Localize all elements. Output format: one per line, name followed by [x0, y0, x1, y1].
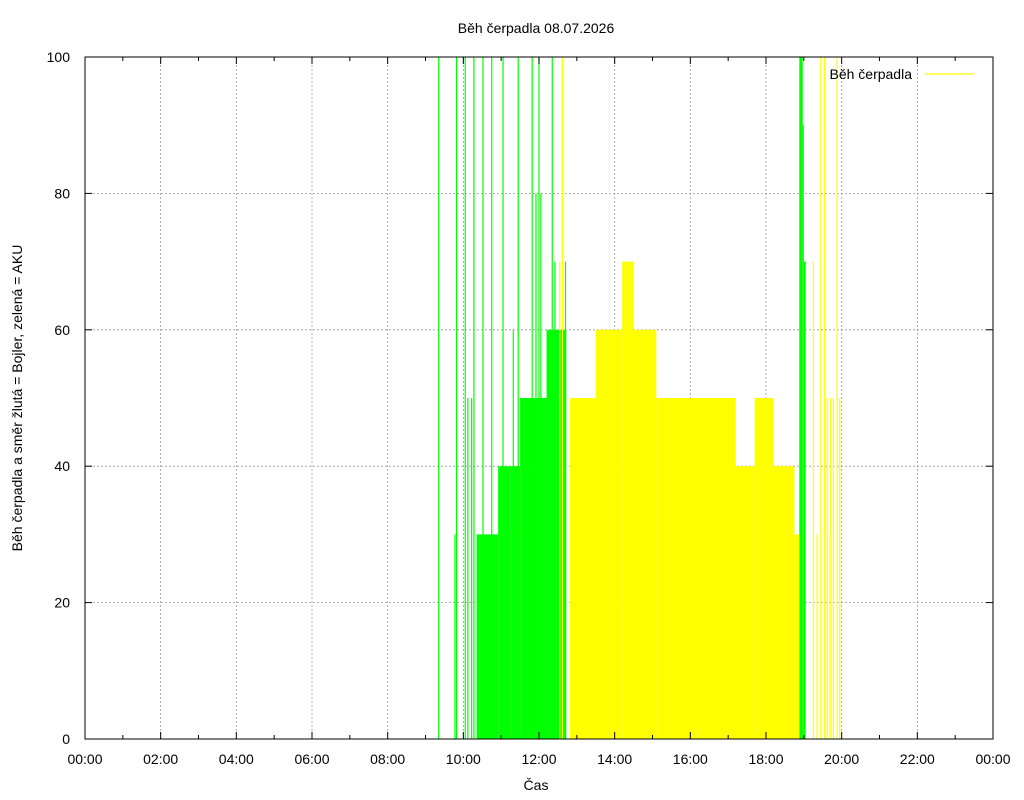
- y-tick-label: 0: [62, 731, 70, 747]
- data-block: [510, 466, 521, 739]
- data-block: [794, 534, 800, 739]
- x-tick-label: 06:00: [294, 751, 329, 767]
- y-tick-label: 80: [54, 185, 70, 201]
- data-block: [697, 398, 736, 739]
- data-block: [735, 466, 755, 739]
- data-block: [520, 398, 530, 739]
- data-block: [773, 466, 795, 739]
- data-block: [656, 398, 698, 739]
- data-block: [622, 261, 634, 739]
- data-block: [754, 398, 774, 739]
- data-block: [498, 466, 511, 739]
- data-block: [799, 57, 803, 739]
- x-axis-label: Čas: [524, 777, 549, 793]
- data-block: [529, 398, 547, 739]
- data-block: [802, 125, 804, 739]
- data-block: [546, 329, 560, 739]
- x-tick-label: 08:00: [370, 751, 405, 767]
- x-tick-label: 00:00: [67, 751, 102, 767]
- data-block: [803, 261, 806, 739]
- x-tick-label: 02:00: [143, 751, 178, 767]
- y-tick-label: 60: [54, 322, 70, 338]
- x-tick-label: 20:00: [824, 751, 859, 767]
- x-tick-label: 22:00: [900, 751, 935, 767]
- data-block: [476, 534, 499, 739]
- data-block: [595, 329, 623, 739]
- y-tick-label: 40: [54, 458, 70, 474]
- x-tick-label: 04:00: [219, 751, 254, 767]
- y-tick-label: 100: [47, 49, 71, 65]
- x-tick-label: 14:00: [597, 751, 632, 767]
- grid: [85, 57, 993, 739]
- chart-title: Běh čerpadla 08.07.2026: [458, 20, 615, 36]
- x-tick-label: 00:00: [975, 751, 1010, 767]
- data-block: [570, 398, 596, 739]
- x-tick-label: 18:00: [748, 751, 783, 767]
- plot-frame: [84, 56, 994, 740]
- legend: Běh čerpadla: [829, 66, 973, 82]
- y-axis-label: Běh čerpadla a směr žlutá = Bojler, zele…: [9, 245, 25, 552]
- y-tick-label: 20: [54, 595, 70, 611]
- plot-area: [438, 57, 841, 739]
- legend-label: Běh čerpadla: [829, 66, 912, 82]
- x-tick-label: 12:00: [521, 751, 556, 767]
- x-tick-label: 16:00: [673, 751, 708, 767]
- x-tick-label: 10:00: [446, 751, 481, 767]
- data-block: [633, 329, 657, 739]
